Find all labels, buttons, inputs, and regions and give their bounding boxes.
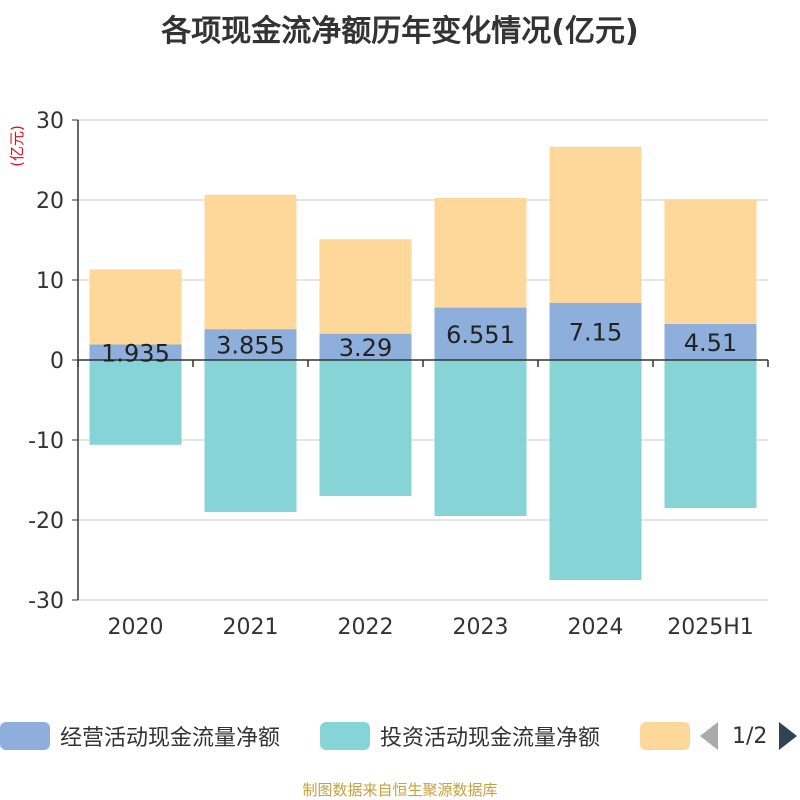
bar-series-1-2022[interactable]	[319, 333, 412, 360]
legend-swatch-investing	[320, 722, 370, 750]
bar-series-3-2025H1[interactable]	[664, 199, 757, 324]
bar-series-1-2025H1[interactable]	[664, 323, 757, 360]
data-label: 3.855	[216, 332, 285, 360]
legend-label-operating: 经营活动现金流量净额	[60, 726, 281, 751]
legend-item-third[interactable]	[640, 720, 690, 752]
legend-page-indicator: 1/2	[732, 723, 768, 749]
bar-series-2-2021[interactable]	[204, 360, 297, 512]
bar-series-1-2024[interactable]	[549, 302, 642, 360]
bar-series-3-2021[interactable]	[204, 194, 297, 330]
y-tick-label: -20	[28, 509, 64, 534]
legend-pager: 1/2	[700, 720, 798, 752]
x-tick-label: 2025H1	[667, 615, 754, 640]
x-tick-label: 2022	[338, 615, 394, 640]
legend-swatch-operating	[0, 722, 50, 750]
x-tick-label: 2021	[223, 615, 279, 640]
data-label: 3.29	[339, 334, 392, 362]
source-note: 制图数据来自恒生聚源数据库	[302, 781, 498, 799]
legend-label-investing: 投资活动现金流量净额	[380, 726, 601, 751]
bar-series-1-2021[interactable]	[204, 329, 297, 360]
bar-series-2-2020[interactable]	[89, 360, 182, 445]
y-tick-label: -10	[28, 429, 64, 454]
chevron-left-icon[interactable]	[700, 722, 718, 750]
data-label: 1.935	[101, 339, 170, 367]
y-tick-label: 0	[50, 349, 64, 374]
bar-series-2-2022[interactable]	[319, 360, 412, 496]
x-tick-label: 2023	[453, 615, 509, 640]
bar-series-3-2023[interactable]	[434, 197, 527, 308]
bars	[89, 146, 757, 580]
data-label: 4.51	[684, 329, 737, 357]
grid-lines	[78, 119, 768, 601]
bar-series-3-2022[interactable]	[319, 239, 412, 334]
y-axis-unit-label: (亿元)	[8, 125, 26, 167]
data-label: 6.551	[446, 321, 515, 349]
bar-series-1-2020[interactable]	[89, 344, 182, 360]
axes: 30 20 10 0 -10 -20 -30 2020 2021 2022 2023 2024 2025…	[28, 109, 769, 640]
legend-item-investing[interactable]: 投资活动现金流量净额	[320, 720, 600, 752]
data-label: 7.15	[569, 318, 622, 346]
legend: 经营活动现金流量净额 投资活动现金流量净额 1/2	[0, 716, 800, 756]
y-tick-label: 20	[36, 189, 64, 214]
data-labels: 1.935 3.855 3.29 6.551 7.15 4.51	[101, 318, 737, 367]
bar-series-3-2020[interactable]	[89, 269, 182, 345]
legend-swatch-third	[640, 722, 690, 750]
bar-series-2-2023[interactable]	[434, 360, 527, 516]
bar-series-2-2024[interactable]	[549, 360, 642, 580]
bar-series-2-2025H1[interactable]	[664, 360, 757, 508]
y-tick-label: 30	[36, 109, 64, 134]
bar-series-3-2024[interactable]	[549, 146, 642, 303]
chevron-right-icon[interactable]	[779, 722, 798, 750]
x-tick-label: 2020	[108, 615, 164, 640]
chart-title: 各项现金流净额历年变化情况(亿元)	[161, 14, 639, 49]
x-tick-label: 2024	[568, 615, 624, 640]
legend-item-operating[interactable]: 经营活动现金流量净额	[0, 720, 280, 752]
y-tick-label: -30	[28, 589, 64, 614]
bar-series-1-2023[interactable]	[434, 307, 527, 360]
y-tick-label: 10	[36, 269, 64, 294]
